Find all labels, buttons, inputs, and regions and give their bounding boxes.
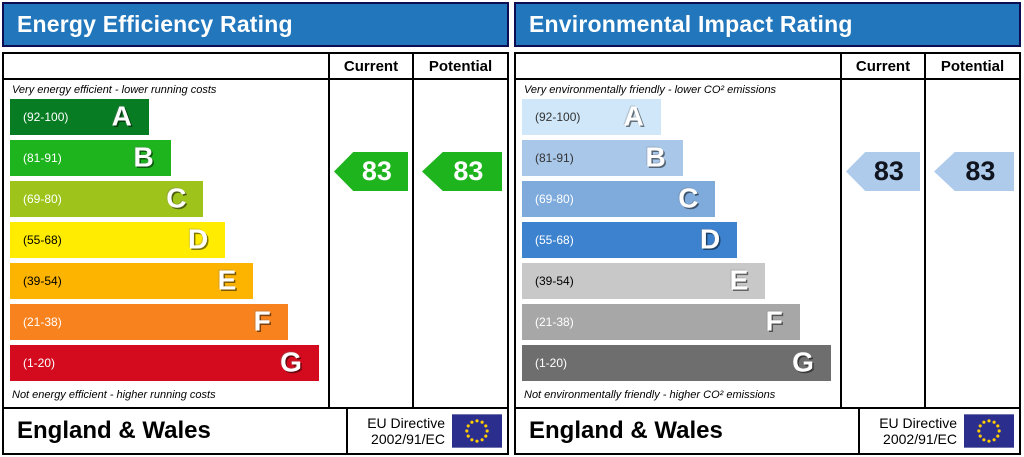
panel-title: Energy Efficiency Rating bbox=[17, 11, 293, 37]
band-letter: F bbox=[253, 305, 271, 337]
current-rating-arrow: 83 bbox=[334, 152, 408, 191]
region-cell: England & Wales bbox=[516, 409, 860, 453]
band-letter: G bbox=[280, 346, 302, 378]
band-letter: D bbox=[700, 223, 721, 255]
band-range: (81-91) bbox=[23, 151, 62, 165]
region-cell: England & Wales bbox=[4, 409, 348, 453]
panel-environmental-impact: Environmental Impact Rating Current Pote… bbox=[512, 0, 1024, 457]
current-rating-cell: 83 bbox=[842, 80, 926, 407]
band-range: (1-20) bbox=[23, 356, 56, 370]
column-header-current: Current bbox=[330, 54, 414, 80]
band-row-b: (81-91) B bbox=[10, 140, 171, 176]
band-list: (92-100) A (81-91) B (69-80) C (55-68) D bbox=[10, 99, 322, 381]
current-rating-arrow: 83 bbox=[846, 152, 920, 191]
energy-band-chart: Very energy efficient - lower running co… bbox=[4, 80, 330, 407]
footer-region: England & Wales bbox=[529, 417, 723, 444]
energy-footer: England & Wales EU Directive 2002/91/EC bbox=[4, 407, 507, 453]
band-letter: F bbox=[765, 305, 783, 337]
band-range: (39-54) bbox=[535, 274, 574, 288]
environmental-footer: England & Wales EU Directive 2002/91/EC bbox=[516, 407, 1019, 453]
band-list: (92-100) A (81-91) B (69-80) C (55-68) D bbox=[522, 99, 834, 381]
potential-rating-cell: 83 bbox=[926, 80, 1019, 407]
corner-cell bbox=[4, 54, 330, 80]
current-rating-value: 83 bbox=[873, 156, 904, 186]
potential-rating-value: 83 bbox=[453, 156, 484, 186]
band-range: (92-100) bbox=[535, 110, 581, 124]
eu-directive-text: EU Directive 2002/91/EC bbox=[879, 414, 957, 447]
band-letter: B bbox=[133, 141, 154, 173]
current-rating-cell: 83 bbox=[330, 80, 414, 407]
potential-rating-cell: 83 bbox=[414, 80, 507, 407]
band-range: (69-80) bbox=[23, 192, 62, 206]
eu-flag-icon bbox=[964, 414, 1014, 448]
band-row-b: (81-91) B bbox=[522, 140, 683, 176]
environmental-title-bar: Environmental Impact Rating bbox=[514, 2, 1021, 47]
band-row-c: (69-80) C bbox=[10, 181, 204, 217]
band-letter: E bbox=[217, 264, 237, 296]
band-row-c: (69-80) C bbox=[522, 181, 716, 217]
band-range: (55-68) bbox=[535, 233, 574, 247]
band-row-e: (39-54) E bbox=[522, 263, 766, 299]
band-range: (69-80) bbox=[535, 192, 574, 206]
band-letter: E bbox=[729, 264, 749, 296]
directive-cell: EU Directive 2002/91/EC bbox=[860, 409, 1019, 453]
corner-cell bbox=[516, 54, 842, 80]
band-row-g: (1-20) G bbox=[10, 345, 319, 381]
energy-title-bar: Energy Efficiency Rating bbox=[2, 2, 509, 47]
band-row-a: (92-100) A bbox=[522, 99, 661, 135]
top-note: Very energy efficient - lower running co… bbox=[12, 84, 217, 96]
band-row-g: (1-20) G bbox=[522, 345, 831, 381]
bottom-note: Not energy efficient - higher running co… bbox=[12, 389, 216, 401]
potential-rating-arrow: 83 bbox=[934, 152, 1014, 191]
band-range: (92-100) bbox=[23, 110, 69, 124]
band-letter: A bbox=[623, 100, 644, 132]
band-letter: D bbox=[188, 223, 209, 255]
band-letter: B bbox=[645, 141, 666, 173]
band-letter: C bbox=[166, 182, 187, 214]
band-row-a: (92-100) A bbox=[10, 99, 149, 135]
band-letter: C bbox=[678, 182, 699, 214]
potential-rating-value: 83 bbox=[965, 156, 996, 186]
footer-region: England & Wales bbox=[17, 417, 211, 444]
band-letter: A bbox=[111, 100, 132, 132]
band-row-d: (55-68) D bbox=[522, 222, 738, 258]
bottom-note: Not environmentally friendly - higher CO… bbox=[524, 389, 776, 401]
band-range: (55-68) bbox=[23, 233, 62, 247]
environmental-band-chart: Very environmentally friendly - lower CO… bbox=[516, 80, 842, 407]
column-header-current: Current bbox=[842, 54, 926, 80]
potential-rating-arrow: 83 bbox=[422, 152, 502, 191]
eu-flag-icon bbox=[452, 414, 502, 448]
band-row-d: (55-68) D bbox=[10, 222, 226, 258]
band-letter: G bbox=[792, 346, 814, 378]
band-range: (1-20) bbox=[535, 356, 568, 370]
current-rating-value: 83 bbox=[361, 156, 392, 186]
band-range: (21-38) bbox=[23, 315, 62, 329]
column-header-potential: Potential bbox=[414, 54, 507, 80]
band-row-f: (21-38) F bbox=[10, 304, 288, 340]
band-row-e: (39-54) E bbox=[10, 263, 254, 299]
eu-directive-text: EU Directive 2002/91/EC bbox=[367, 414, 445, 447]
band-range: (21-38) bbox=[535, 315, 574, 329]
band-row-f: (21-38) F bbox=[522, 304, 800, 340]
environmental-rating-table: Current Potential Very environmentally f… bbox=[514, 52, 1021, 455]
top-note: Very environmentally friendly - lower CO… bbox=[524, 84, 777, 96]
energy-rating-table: Current Potential Very energy efficient … bbox=[2, 52, 509, 455]
panel-title: Environmental Impact Rating bbox=[529, 11, 853, 37]
panel-energy-efficiency: Energy Efficiency Rating Current Potenti… bbox=[2, 2, 509, 455]
directive-cell: EU Directive 2002/91/EC bbox=[348, 409, 507, 453]
band-range: (81-91) bbox=[535, 151, 574, 165]
band-range: (39-54) bbox=[23, 274, 62, 288]
column-header-potential: Potential bbox=[926, 54, 1019, 80]
